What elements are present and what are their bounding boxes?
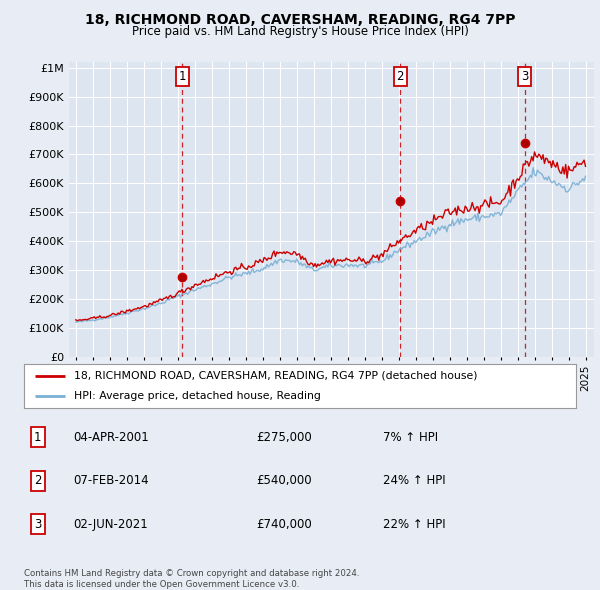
Text: £275,000: £275,000 — [256, 431, 311, 444]
Text: 02-JUN-2021: 02-JUN-2021 — [74, 518, 148, 531]
Text: HPI: Average price, detached house, Reading: HPI: Average price, detached house, Read… — [74, 391, 320, 401]
Text: 18, RICHMOND ROAD, CAVERSHAM, READING, RG4 7PP (detached house): 18, RICHMOND ROAD, CAVERSHAM, READING, R… — [74, 371, 477, 381]
Text: 2: 2 — [397, 70, 404, 83]
Text: 04-APR-2001: 04-APR-2001 — [74, 431, 149, 444]
Text: 24% ↑ HPI: 24% ↑ HPI — [383, 474, 445, 487]
Text: 1: 1 — [34, 431, 41, 444]
Text: £540,000: £540,000 — [256, 474, 311, 487]
Text: 3: 3 — [521, 70, 529, 83]
Text: 07-FEB-2014: 07-FEB-2014 — [74, 474, 149, 487]
Text: 7% ↑ HPI: 7% ↑ HPI — [383, 431, 438, 444]
Text: 22% ↑ HPI: 22% ↑ HPI — [383, 518, 445, 531]
Text: 18, RICHMOND ROAD, CAVERSHAM, READING, RG4 7PP: 18, RICHMOND ROAD, CAVERSHAM, READING, R… — [85, 13, 515, 27]
Text: £740,000: £740,000 — [256, 518, 311, 531]
Text: Price paid vs. HM Land Registry's House Price Index (HPI): Price paid vs. HM Land Registry's House … — [131, 25, 469, 38]
Text: Contains HM Land Registry data © Crown copyright and database right 2024.
This d: Contains HM Land Registry data © Crown c… — [24, 569, 359, 589]
Text: 1: 1 — [179, 70, 186, 83]
Text: 2: 2 — [34, 474, 41, 487]
Text: 3: 3 — [34, 518, 41, 531]
